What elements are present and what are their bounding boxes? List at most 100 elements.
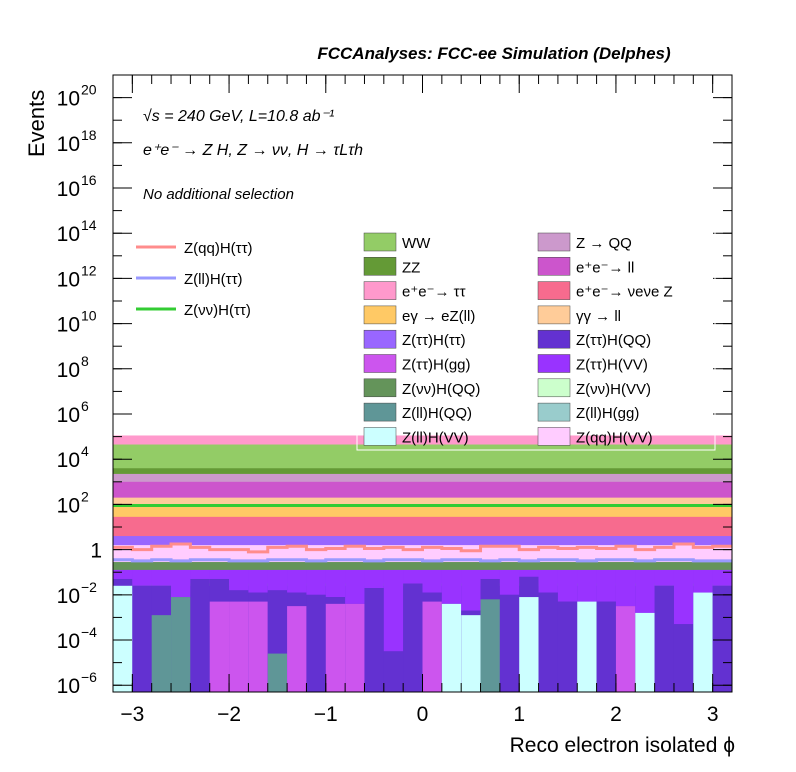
stack-bin [654, 585, 674, 692]
legend-swatch [363, 257, 397, 276]
stack-bin [635, 612, 655, 692]
stack-bin [557, 601, 578, 692]
stack-bin [383, 569, 404, 652]
stack-bin [577, 601, 597, 692]
energy-lumi-annotation: √s = 240 GeV, L=10.8 ab⁻¹ [143, 108, 334, 125]
y-tick-label: 10 [57, 88, 80, 111]
legend-label: Z(ττ)H(QQ) [576, 332, 651, 349]
process-annotation: e⁺e⁻ → Z H, Z → νν, H → τLτh [143, 142, 363, 159]
legend-label: eγ → eZ(ll) [402, 308, 475, 325]
y-axis-label: Events [24, 90, 49, 157]
legend-label: e⁺e⁻→ ll [576, 259, 634, 276]
legend-label: Z(qq)H(VV) [576, 429, 653, 446]
legend-line-label: Z(ll)H(ττ) [184, 271, 243, 288]
stack-bin [248, 601, 268, 692]
x-tick-label: −2 [217, 703, 241, 726]
stack-bin [519, 569, 539, 577]
stack-bin [615, 569, 636, 607]
y-tick-exponent: 6 [81, 398, 89, 414]
stack-bin [229, 601, 249, 692]
x-tick-label: 3 [707, 703, 719, 726]
stack-bin [364, 569, 384, 589]
stack-bin [267, 653, 288, 692]
stack-bin [113, 585, 133, 692]
legend-label: Z(ll)H(VV) [402, 429, 469, 446]
y-tick-exponent: 12 [81, 262, 97, 278]
stack-bin [345, 569, 365, 604]
legend-swatch [363, 378, 397, 398]
stack-bin [654, 569, 674, 586]
stack-bars [113, 435, 732, 692]
legend-swatch [363, 281, 397, 300]
legend-swatch [537, 257, 571, 276]
legend-swatch [537, 427, 571, 446]
stack-bin [248, 569, 268, 593]
y-tick-label: 10 [57, 178, 80, 201]
y-tick-exponent: 20 [81, 82, 97, 98]
legend-label: γγ → ll [576, 308, 621, 325]
y-tick-exponent: −2 [81, 579, 97, 595]
y-tick-label: 10 [57, 133, 80, 156]
legend-label: ZZ [402, 259, 420, 276]
x-tick-label: 1 [513, 703, 525, 726]
y-tick-exponent: 8 [81, 353, 89, 369]
stack-bin [499, 594, 520, 692]
stack-bin [306, 569, 326, 595]
stack-bin [596, 601, 616, 692]
y-tick-exponent: 18 [81, 127, 97, 143]
stack-bin [151, 615, 172, 692]
series-line [113, 558, 732, 563]
y-tick-exponent: 10 [81, 308, 97, 324]
y-tick-label: 10 [57, 268, 80, 291]
stack-bin [132, 585, 152, 692]
stack-bin [422, 601, 442, 692]
chart-title: FCCAnalyses: FCC-ee Simulation (Delphes) [317, 44, 671, 63]
legend-swatch [537, 402, 571, 422]
y-tick-label: 10 [57, 404, 80, 427]
legend-label: Z → QQ [576, 235, 632, 252]
legend-box [356, 227, 716, 451]
stack-bin [461, 569, 481, 611]
legend-label: Z(ττ)H(gg) [402, 357, 471, 374]
stack-bin [577, 569, 597, 602]
y-tick-exponent: −6 [81, 669, 97, 685]
stack-bin [345, 603, 365, 692]
y-tick-label: 10 [57, 314, 80, 337]
y-tick-label: 10 [57, 223, 80, 246]
stack-bin [287, 569, 307, 593]
legend-swatch [363, 354, 397, 373]
legend-swatch [537, 232, 571, 252]
stack-bin [209, 601, 230, 692]
y-tick-exponent: −4 [81, 624, 97, 640]
x-tick-label: 0 [417, 703, 429, 726]
stack-bin [673, 624, 694, 692]
stack-bin [519, 597, 539, 692]
y-tick-label: 1 [90, 540, 102, 563]
stack-bin [615, 606, 636, 692]
stack-bin [422, 569, 442, 593]
stack-bin [596, 569, 616, 602]
stack-bin [480, 569, 500, 579]
stack-bin [538, 592, 558, 692]
stack-bin [383, 651, 404, 692]
legend-swatch [537, 378, 571, 398]
legend-label: Z(ll)H(QQ) [402, 405, 472, 422]
y-tick-exponent: 16 [81, 172, 97, 188]
stack-bin [712, 585, 732, 692]
stack-bin [229, 569, 249, 591]
legend-swatch [537, 354, 571, 373]
stack-bin [171, 569, 191, 598]
legend-label: Z(ll)H(gg) [576, 405, 639, 422]
legend-label: Z(νν)H(QQ) [402, 381, 480, 398]
stack-bin [267, 569, 288, 591]
y-tick-label: 10 [57, 585, 80, 608]
legend-swatch [537, 281, 571, 300]
stack-bin [113, 569, 133, 579]
legend-line-label: Z(νν)H(ττ) [184, 302, 251, 319]
stack-bin [673, 569, 694, 625]
legend-label: Z(ττ)H(VV) [576, 357, 648, 374]
stack-bin [190, 569, 210, 579]
selection-annotation: No additional selection [143, 186, 294, 203]
legend-swatch [363, 232, 397, 252]
